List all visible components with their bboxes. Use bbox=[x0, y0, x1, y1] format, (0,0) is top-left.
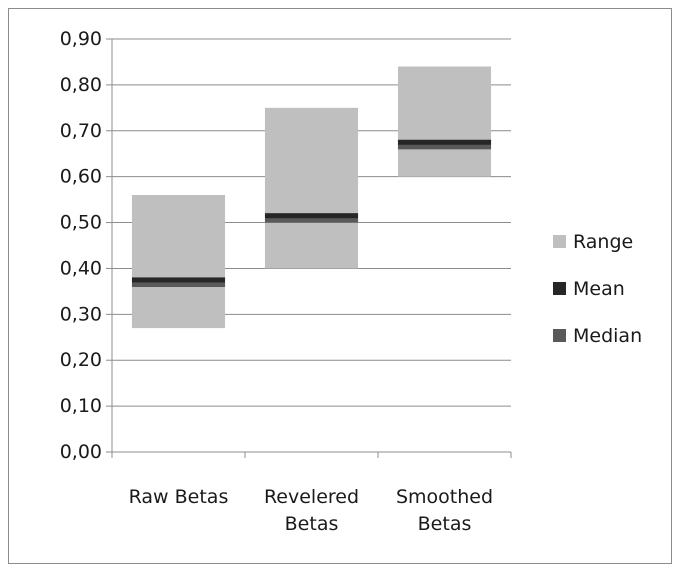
x-category-label: Smoothed bbox=[396, 486, 493, 508]
legend: Range Mean Median bbox=[553, 231, 642, 347]
legend-swatch bbox=[553, 329, 566, 342]
x-category-label: Betas bbox=[418, 513, 472, 535]
median-marker bbox=[397, 144, 492, 150]
axis-labels: 0,00 0,10 0,20 0,30 0,40 0,50 0,60 0,70 0,80 0,90… bbox=[60, 28, 493, 535]
y-tick-label: 0,60 bbox=[60, 166, 102, 188]
legend-label: Median bbox=[573, 325, 642, 347]
range-bars bbox=[131, 66, 492, 329]
range-bar bbox=[397, 66, 492, 177]
median-marker bbox=[264, 217, 359, 223]
y-tick-label: 0,20 bbox=[60, 349, 102, 371]
y-tick-label: 0,50 bbox=[60, 212, 102, 234]
x-category-label: Betas bbox=[285, 513, 339, 535]
range-bar bbox=[264, 107, 359, 269]
legend-label: Range bbox=[573, 231, 633, 253]
y-tick-label: 0,10 bbox=[60, 395, 102, 417]
legend-swatch bbox=[553, 235, 566, 248]
y-tick-label: 0,30 bbox=[60, 303, 102, 325]
y-tick-label: 0,90 bbox=[60, 28, 102, 50]
x-category-label: Revelered bbox=[264, 486, 359, 508]
median-marker bbox=[131, 282, 226, 288]
chart-frame: 0,00 0,10 0,20 0,30 0,40 0,50 0,60 0,70 0,80 0,90… bbox=[8, 8, 672, 564]
y-tick-label: 0,80 bbox=[60, 74, 102, 96]
y-tick-label: 0,70 bbox=[60, 120, 102, 142]
axes bbox=[106, 38, 512, 458]
x-category-label: Raw Betas bbox=[129, 486, 229, 508]
legend-label: Mean bbox=[573, 278, 625, 300]
y-tick-label: 0,40 bbox=[60, 257, 102, 279]
mean-marker bbox=[397, 139, 492, 145]
legend-swatch bbox=[553, 282, 566, 295]
range-chart: 0,00 0,10 0,20 0,30 0,40 0,50 0,60 0,70 0,80 0,90… bbox=[60, 28, 642, 535]
mean-marker bbox=[264, 213, 359, 219]
range-bar bbox=[131, 195, 226, 329]
mean-median-markers bbox=[131, 139, 492, 288]
mean-marker bbox=[131, 277, 226, 283]
y-tick-label: 0,00 bbox=[60, 441, 102, 463]
